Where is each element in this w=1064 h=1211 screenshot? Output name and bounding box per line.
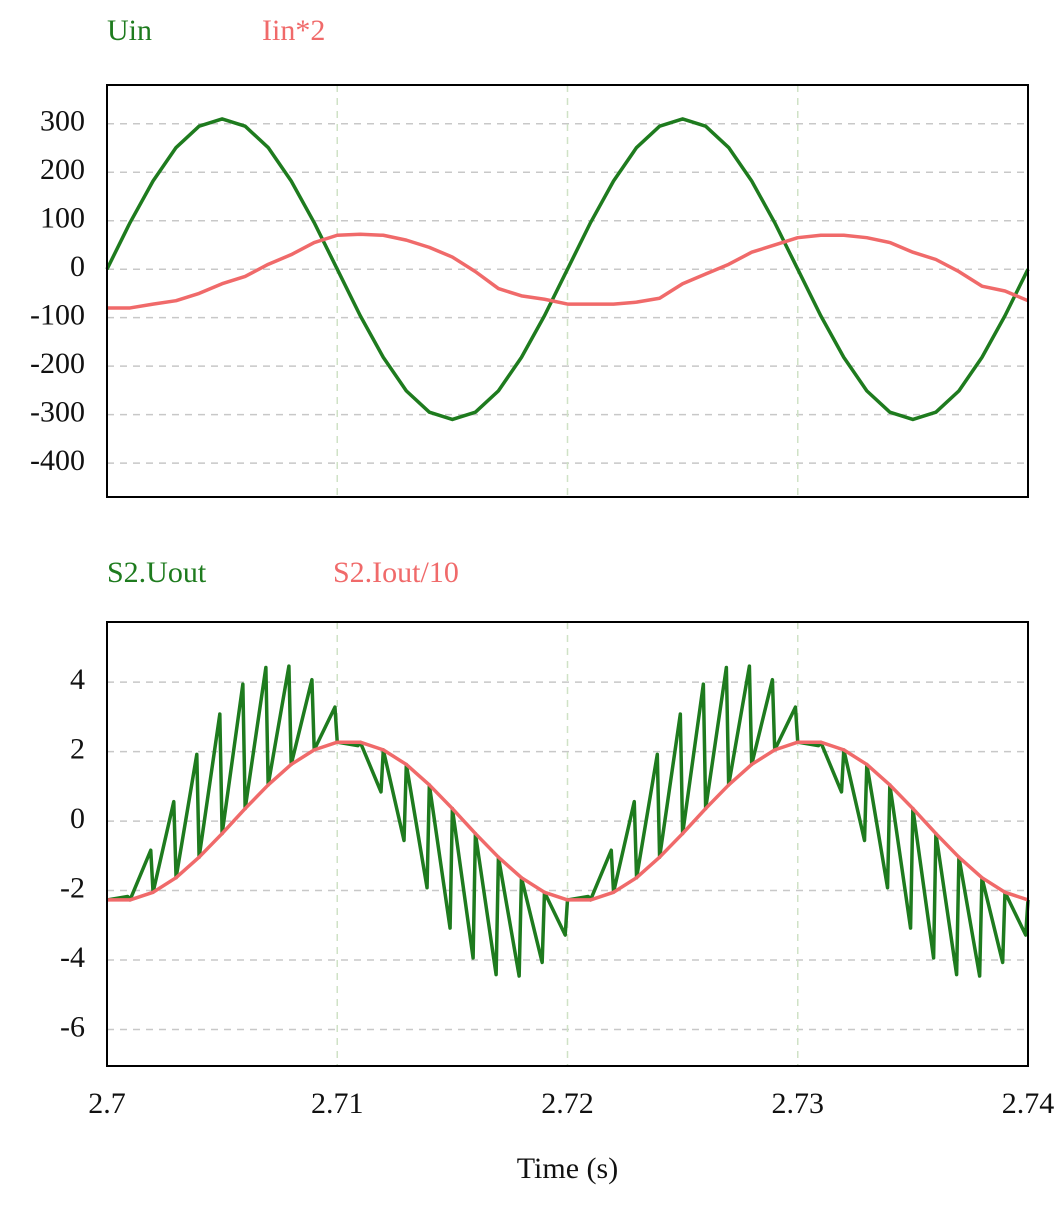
legend-label: S2.Uout xyxy=(107,556,207,589)
x-tick-label: 2.71 xyxy=(311,1087,364,1120)
x-axis-label: Time (s) xyxy=(517,1152,618,1185)
plot-frame xyxy=(106,621,1029,1067)
legend-label: S2.Iout/10 xyxy=(333,556,459,589)
y-tick-label: 0 xyxy=(70,250,85,283)
legend-label: Iin*2 xyxy=(262,14,325,47)
data-line xyxy=(105,117,1030,422)
y-tick-label: -100 xyxy=(30,299,85,332)
y-tick-label: 100 xyxy=(40,202,85,235)
y-tick-label: -4 xyxy=(60,941,85,974)
x-tick-label: 2.73 xyxy=(772,1087,825,1120)
plot-frame xyxy=(106,84,1029,498)
y-tick-label: 4 xyxy=(70,663,85,696)
y-tick-label: 2 xyxy=(70,732,85,765)
data-line xyxy=(107,740,1029,902)
y-tick-label: 200 xyxy=(40,153,85,186)
y-tick-label: -300 xyxy=(30,395,85,428)
x-tick-label: 2.74 xyxy=(1002,1087,1055,1120)
legend-label: Uin xyxy=(107,14,152,47)
y-tick-label: 300 xyxy=(40,105,85,138)
x-tick-label: 2.7 xyxy=(88,1087,126,1120)
data-line xyxy=(107,232,1029,310)
y-tick-label: -200 xyxy=(30,347,85,380)
y-tick-label: -6 xyxy=(60,1010,85,1043)
y-tick-label: 0 xyxy=(70,802,85,835)
y-tick-label: -400 xyxy=(30,444,85,477)
y-tick-label: -2 xyxy=(60,871,85,904)
x-tick-label: 2.72 xyxy=(541,1087,594,1120)
